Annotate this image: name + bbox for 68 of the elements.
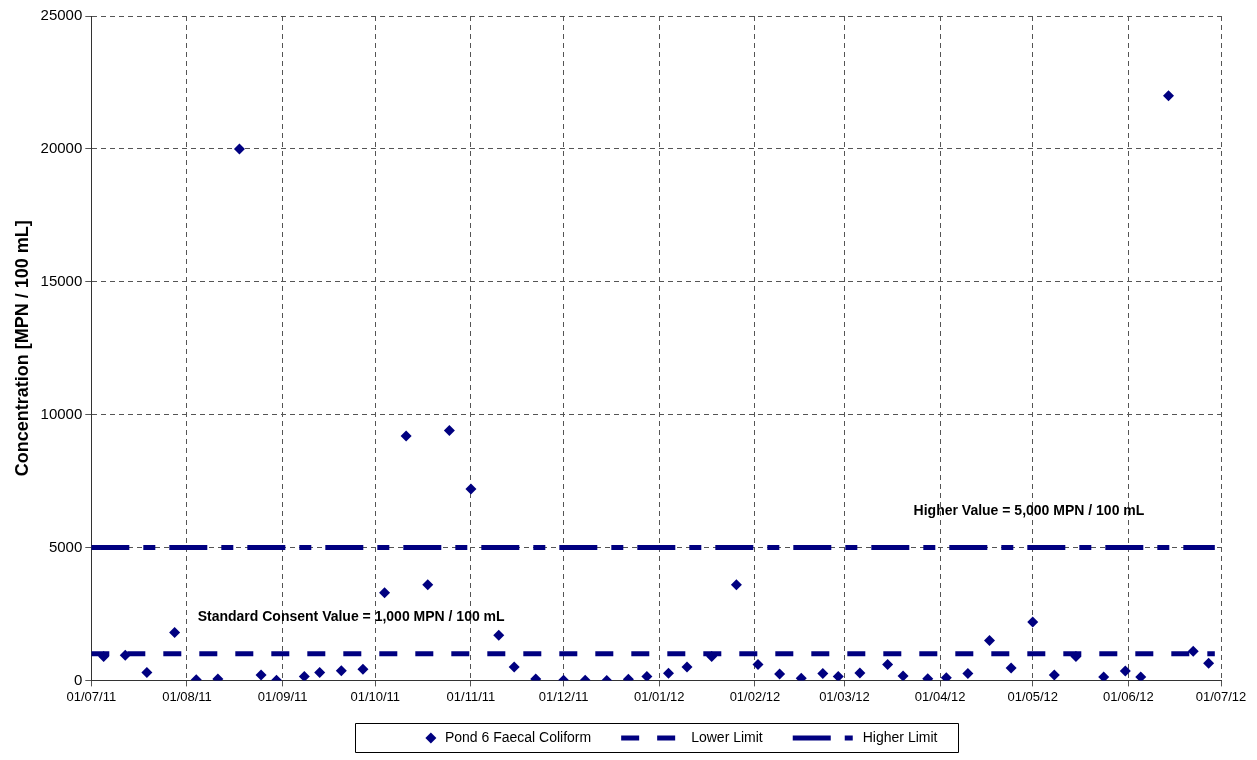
x-tick-label: 01/06/12	[1103, 688, 1154, 704]
point	[663, 667, 674, 679]
point	[1005, 662, 1017, 674]
x-tick-label: 01/05/12	[1007, 688, 1059, 704]
point	[1119, 665, 1131, 677]
point	[681, 661, 693, 673]
point	[730, 579, 742, 591]
point	[984, 635, 996, 647]
point	[897, 670, 909, 681]
point	[314, 666, 326, 678]
point	[641, 670, 653, 681]
point	[1098, 671, 1110, 681]
x-tick-label: 01/02/12	[729, 688, 781, 704]
point	[255, 669, 267, 681]
point	[379, 587, 391, 599]
point	[1163, 90, 1175, 102]
point	[233, 143, 245, 155]
y-tick-label: 0	[73, 670, 83, 688]
y-axis-title: Concentration [MPN / 100 mL]	[11, 220, 32, 477]
legend-label: Pond 6 Faecal Coliform	[444, 728, 592, 745]
x-tick-label: 01/08/11	[162, 688, 212, 704]
y-tick-label: 5000	[48, 537, 83, 555]
x-tick-label: 01/11/11	[446, 688, 496, 704]
point	[774, 668, 786, 680]
point	[940, 672, 952, 681]
legend-label: Lower Limit	[691, 728, 763, 745]
point	[882, 658, 894, 670]
point	[795, 672, 807, 681]
point	[98, 650, 110, 662]
point	[400, 430, 412, 442]
point	[169, 627, 181, 639]
x-tick-label: 01/10/11	[350, 688, 401, 704]
legend-label: Higher Limit	[862, 728, 938, 745]
point	[752, 658, 764, 670]
point	[962, 667, 974, 679]
x-tick-label: 01/07/11	[66, 688, 117, 704]
point	[854, 667, 866, 679]
point	[422, 579, 434, 591]
point	[465, 483, 477, 495]
point	[1187, 645, 1199, 657]
annotation: Higher Value = 5,000 MPN / 100 mL	[913, 501, 1145, 518]
point	[357, 663, 369, 675]
annotation: Standard Consent Value = 1,000 MPN / 100 mL	[197, 608, 506, 625]
point	[1070, 650, 1082, 662]
point	[817, 667, 829, 679]
point	[1203, 657, 1215, 669]
y-tick-label: 20000	[40, 139, 83, 157]
point	[443, 425, 455, 437]
x-tick-label: 01/03/12	[819, 688, 870, 704]
point	[706, 650, 718, 662]
x-tick-label: 01/07/12	[1195, 688, 1247, 704]
y-tick-label: 15000	[40, 271, 83, 289]
point	[298, 670, 310, 681]
point	[335, 665, 347, 677]
x-tick-label: 01/09/11	[257, 688, 308, 704]
y-tick-label: 25000	[40, 6, 83, 24]
x-tick-label: 01/04/12	[914, 688, 966, 704]
point	[1048, 669, 1060, 681]
point	[1027, 616, 1039, 628]
point	[119, 649, 131, 661]
x-tick-label: 01/12/11	[538, 688, 589, 704]
y-tick-label: 10000	[40, 404, 83, 422]
point	[832, 670, 844, 681]
point	[508, 661, 520, 673]
point	[493, 629, 505, 641]
point	[141, 666, 153, 678]
x-tick-label: 01/01/12	[633, 688, 685, 704]
point	[1135, 671, 1147, 681]
